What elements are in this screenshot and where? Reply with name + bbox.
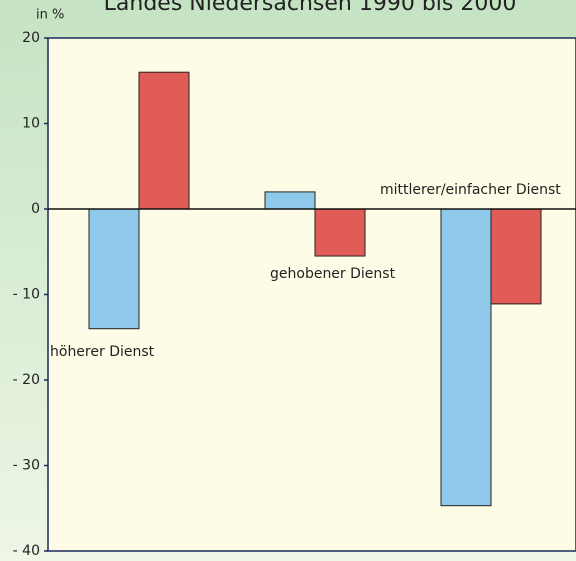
y-unit: in % <box>36 8 64 23</box>
category-label: mittlerer/einfacher Dienst <box>380 182 561 198</box>
bar <box>314 208 366 257</box>
y-tick-label: - 20 <box>13 372 40 388</box>
y-tick-label: 0 <box>31 201 40 217</box>
y-tick-label: 10 <box>22 116 40 132</box>
bar <box>138 71 190 210</box>
bar <box>440 208 492 507</box>
chart-title: Landes Niedersachsen 1990 bis 2000 <box>104 0 517 16</box>
bar <box>264 191 316 210</box>
y-tick-label: - 40 <box>13 543 40 559</box>
category-label: höherer Dienst <box>50 344 155 360</box>
y-tick-label: 20 <box>22 30 40 46</box>
bar <box>490 208 542 305</box>
y-tick-label: - 30 <box>13 458 40 474</box>
category-label: gehobener Dienst <box>270 266 396 282</box>
y-tick-label: - 10 <box>13 287 40 303</box>
bar <box>88 208 140 330</box>
